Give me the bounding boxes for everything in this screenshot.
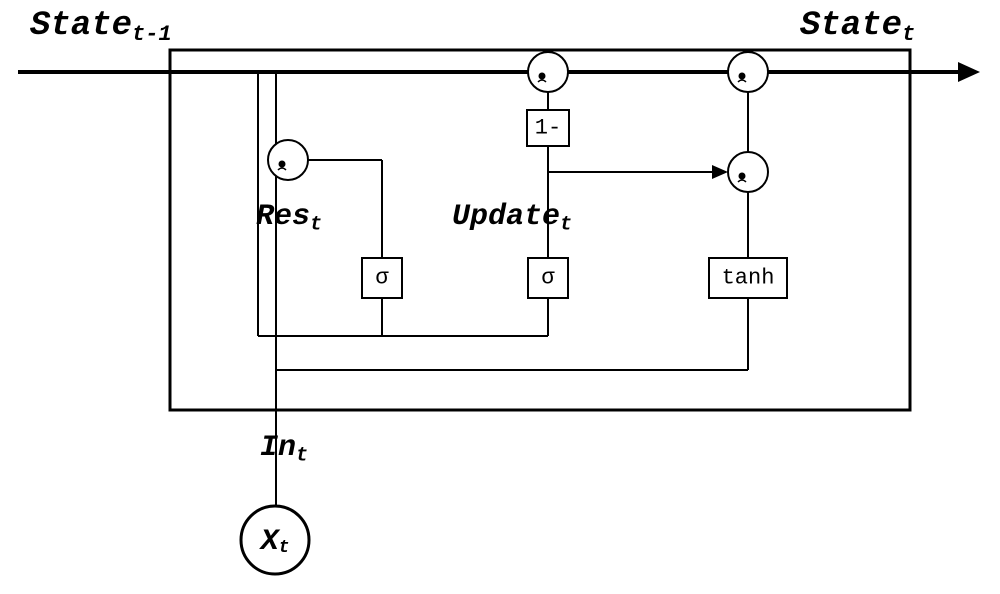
wire-update-to-midr-arrow — [712, 165, 728, 179]
res: Rest — [256, 200, 322, 236]
sigma2-label: σ — [541, 266, 555, 291]
node-top-update-glyph-head — [539, 73, 546, 80]
upd: Updatet — [452, 200, 572, 236]
state_prev: Statet-1 — [30, 7, 172, 47]
node-top-right-glyph-head — [739, 73, 746, 80]
node-mid-right — [728, 152, 768, 192]
sigma1-label: σ — [375, 266, 389, 291]
state-line-arrowhead — [958, 62, 980, 82]
tanh-label: tanh — [722, 266, 775, 291]
state_next: Statet — [800, 7, 915, 47]
node-top-right — [728, 52, 768, 92]
in: Int — [260, 431, 308, 467]
one_minus-label: 1- — [535, 116, 561, 141]
node-reset-glyph-head — [279, 161, 286, 168]
node-mid-right-glyph-head — [739, 173, 746, 180]
node-reset — [268, 140, 308, 180]
node-top-update — [528, 52, 568, 92]
